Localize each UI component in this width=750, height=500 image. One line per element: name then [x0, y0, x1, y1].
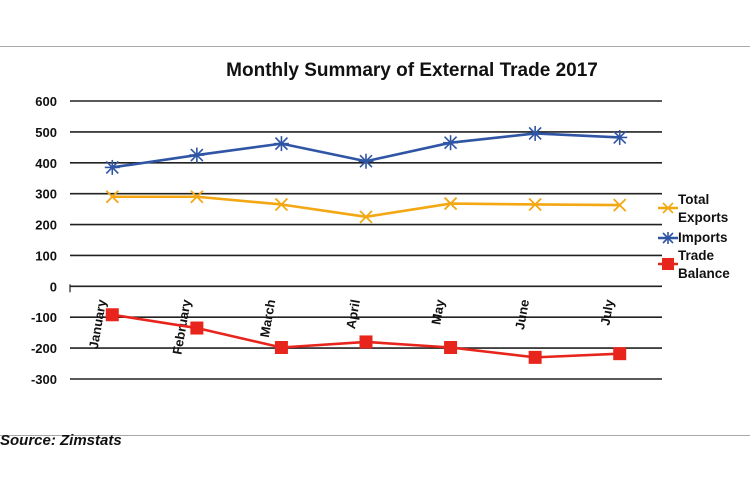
series-line: [112, 195, 620, 219]
y-tick-label: 400: [35, 156, 57, 171]
data-point: [105, 190, 119, 204]
data-point: [612, 129, 628, 145]
series-imports: [104, 125, 628, 175]
y-tick-label: 300: [35, 187, 57, 202]
y-tick-label: 100: [35, 248, 57, 263]
y-tick-label: 200: [35, 218, 57, 233]
y-tick-label: -100: [31, 310, 57, 325]
legend-label: Exports: [678, 210, 728, 225]
x-tick-label: July: [597, 297, 616, 326]
data-point: [613, 198, 627, 212]
y-tick-label: 0: [50, 279, 57, 294]
data-point: [274, 197, 289, 212]
legend-label: Trade: [678, 248, 715, 263]
y-tick-label: 600: [35, 94, 57, 109]
series-trade-balance: [105, 308, 627, 364]
chart-title: Monthly Summary of External Trade 2017: [226, 60, 598, 81]
legend-item: Total Exports: [658, 192, 728, 225]
data-point: [273, 136, 289, 152]
source-note: Source: Zimstats: [0, 432, 122, 449]
data-point: [190, 190, 204, 204]
series-total-exports: [105, 190, 627, 224]
data-point: [189, 147, 205, 163]
data-point: [528, 350, 542, 364]
legend-item: Imports: [658, 230, 728, 245]
data-point: [528, 197, 542, 212]
x-tick-label: June: [512, 298, 532, 330]
y-tick-label: -300: [31, 372, 57, 387]
legend-item: Trade Balance: [658, 248, 730, 281]
data-point: [190, 321, 204, 335]
data-point: [443, 196, 458, 211]
legend-label: Imports: [678, 230, 728, 245]
legend-label: Balance: [678, 266, 730, 281]
y-tick-label: -200: [31, 341, 57, 356]
data-point: [274, 340, 288, 354]
chart-frame: [0, 46, 750, 436]
x-tick-label: March: [257, 298, 278, 338]
data-point: [443, 135, 459, 151]
data-point: [105, 308, 119, 322]
data-point: [527, 125, 543, 141]
legend-label: Total: [678, 192, 709, 207]
x-tick-label: May: [428, 297, 447, 325]
data-point: [444, 340, 458, 354]
y-tick-label: 500: [35, 125, 57, 140]
x-tick-label: January: [86, 298, 110, 350]
data-point: [104, 159, 120, 175]
data-point: [358, 153, 374, 169]
data-point: [359, 210, 373, 224]
data-point: [359, 335, 373, 349]
data-point: [613, 347, 627, 361]
x-tick-label: April: [343, 298, 363, 330]
